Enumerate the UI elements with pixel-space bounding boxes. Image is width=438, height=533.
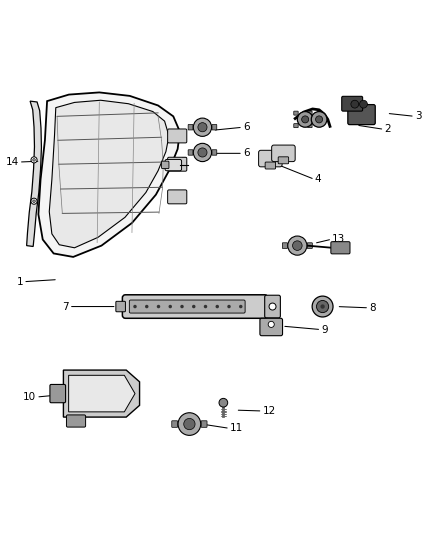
FancyBboxPatch shape bbox=[188, 125, 193, 130]
FancyBboxPatch shape bbox=[188, 150, 193, 155]
Polygon shape bbox=[27, 101, 42, 246]
Circle shape bbox=[268, 321, 274, 327]
Circle shape bbox=[133, 305, 137, 308]
FancyBboxPatch shape bbox=[122, 295, 268, 318]
FancyBboxPatch shape bbox=[201, 421, 207, 427]
Text: 5: 5 bbox=[180, 157, 187, 167]
FancyBboxPatch shape bbox=[258, 150, 282, 167]
FancyBboxPatch shape bbox=[168, 190, 187, 204]
FancyBboxPatch shape bbox=[172, 421, 178, 427]
Text: 10: 10 bbox=[23, 392, 36, 402]
Text: 2: 2 bbox=[385, 124, 391, 134]
Circle shape bbox=[321, 304, 325, 309]
Circle shape bbox=[204, 305, 207, 308]
FancyBboxPatch shape bbox=[116, 301, 125, 312]
FancyBboxPatch shape bbox=[67, 415, 85, 427]
Circle shape bbox=[180, 305, 184, 308]
Circle shape bbox=[293, 241, 302, 251]
Circle shape bbox=[33, 200, 35, 203]
FancyBboxPatch shape bbox=[272, 145, 295, 161]
FancyBboxPatch shape bbox=[331, 241, 350, 254]
Polygon shape bbox=[64, 370, 140, 417]
Circle shape bbox=[33, 158, 35, 161]
Circle shape bbox=[215, 305, 219, 308]
Circle shape bbox=[315, 116, 323, 123]
FancyBboxPatch shape bbox=[129, 300, 245, 313]
Circle shape bbox=[192, 305, 195, 308]
FancyBboxPatch shape bbox=[50, 384, 66, 403]
FancyBboxPatch shape bbox=[168, 157, 187, 171]
Text: 7: 7 bbox=[62, 302, 69, 312]
Circle shape bbox=[351, 100, 359, 108]
Circle shape bbox=[193, 143, 212, 161]
Circle shape bbox=[193, 118, 212, 136]
FancyBboxPatch shape bbox=[212, 150, 217, 155]
FancyBboxPatch shape bbox=[307, 243, 312, 248]
Text: 12: 12 bbox=[262, 406, 276, 416]
Text: 1: 1 bbox=[17, 277, 23, 287]
Circle shape bbox=[31, 198, 37, 204]
FancyBboxPatch shape bbox=[294, 124, 298, 128]
FancyBboxPatch shape bbox=[342, 96, 363, 111]
Circle shape bbox=[360, 100, 367, 108]
Text: 6: 6 bbox=[243, 148, 250, 158]
Text: 11: 11 bbox=[230, 423, 243, 433]
FancyBboxPatch shape bbox=[308, 124, 312, 128]
Circle shape bbox=[198, 123, 207, 132]
FancyBboxPatch shape bbox=[294, 111, 298, 115]
Circle shape bbox=[219, 398, 228, 407]
Circle shape bbox=[288, 236, 307, 255]
Circle shape bbox=[145, 305, 148, 308]
FancyBboxPatch shape bbox=[283, 243, 287, 248]
Circle shape bbox=[178, 413, 201, 435]
Text: 9: 9 bbox=[321, 325, 328, 335]
Text: 8: 8 bbox=[369, 303, 376, 313]
Circle shape bbox=[227, 305, 231, 308]
Text: 14: 14 bbox=[6, 157, 19, 167]
FancyBboxPatch shape bbox=[212, 125, 217, 130]
FancyBboxPatch shape bbox=[308, 111, 312, 115]
Circle shape bbox=[297, 111, 313, 127]
FancyBboxPatch shape bbox=[265, 162, 276, 169]
FancyBboxPatch shape bbox=[265, 295, 280, 318]
Polygon shape bbox=[69, 375, 135, 412]
Circle shape bbox=[317, 301, 328, 313]
Circle shape bbox=[311, 111, 327, 127]
Circle shape bbox=[302, 116, 309, 123]
Polygon shape bbox=[39, 92, 180, 257]
FancyBboxPatch shape bbox=[162, 161, 169, 168]
Circle shape bbox=[31, 157, 37, 163]
Circle shape bbox=[198, 148, 207, 157]
Circle shape bbox=[184, 418, 195, 430]
Text: 3: 3 bbox=[415, 111, 421, 122]
Text: 4: 4 bbox=[315, 174, 321, 184]
FancyBboxPatch shape bbox=[278, 157, 289, 164]
FancyBboxPatch shape bbox=[260, 318, 283, 336]
Circle shape bbox=[269, 303, 276, 310]
Text: 6: 6 bbox=[243, 122, 250, 132]
FancyBboxPatch shape bbox=[168, 129, 187, 143]
FancyBboxPatch shape bbox=[348, 104, 375, 125]
Circle shape bbox=[312, 296, 333, 317]
Polygon shape bbox=[49, 100, 169, 248]
Circle shape bbox=[169, 305, 172, 308]
FancyBboxPatch shape bbox=[165, 159, 182, 171]
Circle shape bbox=[157, 305, 160, 308]
Text: 13: 13 bbox=[332, 234, 346, 244]
Circle shape bbox=[239, 305, 243, 308]
